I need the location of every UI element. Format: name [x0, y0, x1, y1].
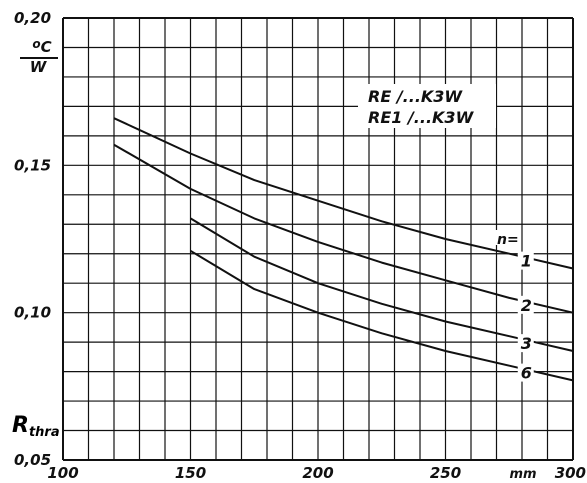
x-tick-label: 200	[302, 464, 333, 482]
curve-n-1	[113, 117, 574, 270]
curve-label-n-6: 6	[521, 364, 532, 383]
curve-label-background	[517, 295, 534, 314]
curve-labels: 1 2 3 6	[517, 251, 534, 383]
x-tick-label: 100	[47, 464, 78, 482]
y-tick-labels: 0,05 0,10 0,15 0,20	[14, 9, 51, 469]
model-annotation-background	[358, 84, 496, 128]
curve-label-background	[517, 334, 534, 353]
curve-n-3	[189, 217, 574, 352]
grid	[62, 17, 574, 461]
y-tick-label: 0,10	[14, 304, 51, 322]
y-unit-denominator: W	[30, 58, 48, 76]
y-unit-numerator: oC	[32, 37, 51, 56]
curve-n-6	[189, 249, 574, 382]
legend-title-text: n=	[497, 232, 519, 248]
y-axis-label-main: R	[12, 413, 29, 438]
x-tick-label: 300	[555, 464, 586, 482]
legend-title: n=	[494, 230, 520, 248]
curve-label-background	[517, 251, 534, 270]
x-tick-label: 250	[430, 464, 461, 482]
curve-label-n-1: 1	[521, 252, 532, 271]
y-unit-numerator-text: C	[41, 38, 52, 56]
y-unit: oC W	[20, 37, 58, 76]
model-annotation: RE /...K3W RE1 /...K3W	[358, 84, 496, 128]
model-line-1: RE /...K3W	[368, 87, 463, 106]
x-tick-label: 150	[175, 464, 206, 482]
curve-n-2	[113, 143, 574, 314]
y-tick-label: 0,05	[14, 451, 51, 469]
curves	[113, 117, 574, 382]
degree-mark: o	[32, 37, 40, 51]
curve-label-background	[517, 363, 534, 382]
model-line-2: RE1 /...K3W	[368, 108, 475, 127]
curve-label-n-2: 2	[521, 296, 532, 315]
x-tick-labels: 100 150 200 250 300	[47, 464, 586, 482]
y-tick-label: 0,15	[14, 156, 51, 174]
y-axis-label-sub: thra	[29, 425, 60, 440]
x-unit-label: mm	[509, 467, 536, 482]
y-axis-label: Rthra	[12, 413, 60, 440]
legend-title-background	[494, 230, 520, 245]
curve-label-n-3: 3	[521, 334, 532, 353]
y-tick-label: 0,20	[14, 9, 51, 27]
